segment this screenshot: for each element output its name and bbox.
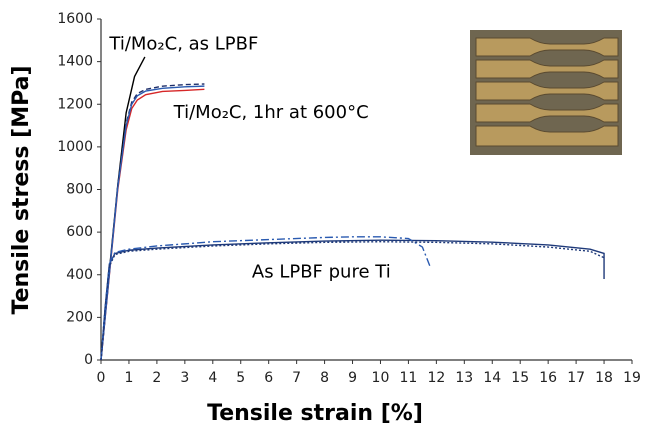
- y-tick-label: 400: [66, 267, 93, 283]
- x-tick-label: 0: [97, 370, 106, 386]
- y-tick-label: 600: [66, 224, 93, 240]
- annotation: Ti/Mo₂C, as LPBF: [108, 34, 258, 55]
- x-tick-label: 12: [427, 370, 445, 386]
- x-tick-label: 17: [567, 370, 585, 386]
- y-tick-label: 200: [66, 309, 93, 325]
- series-line: [100, 236, 432, 361]
- x-tick-label: 1: [124, 370, 133, 386]
- x-tick-label: 4: [208, 370, 217, 386]
- x-tick-label: 10: [372, 370, 390, 386]
- x-tick-label: 19: [623, 370, 641, 386]
- series-line: [100, 241, 605, 361]
- series-line: [100, 88, 205, 361]
- y-tick-label: 800: [66, 182, 93, 198]
- x-tick-label: 16: [539, 370, 557, 386]
- x-tick-label: 14: [483, 370, 501, 386]
- x-tick-label: 2: [152, 370, 161, 386]
- annotation: As LPBF pure Ti: [252, 262, 391, 283]
- x-axis-title: Tensile strain [%]: [207, 401, 423, 426]
- inset-photo: [470, 30, 622, 155]
- x-tick-label: 6: [264, 370, 273, 386]
- x-tick-label: 5: [236, 370, 245, 386]
- y-tick-label: 1200: [57, 96, 93, 112]
- x-tick-label: 13: [455, 370, 473, 386]
- series-line: [100, 56, 146, 361]
- x-tick-label: 9: [348, 370, 357, 386]
- x-tick-label: 7: [292, 370, 301, 386]
- y-tick-label: 1400: [57, 54, 93, 70]
- y-tick-label: 0: [84, 352, 93, 368]
- y-tick-label: 1000: [57, 139, 93, 155]
- series-line: [100, 83, 205, 361]
- annotation: Ti/Mo₂C, 1hr at 600°C: [173, 102, 369, 123]
- y-tick-label: 1600: [57, 11, 93, 27]
- series-line: [100, 85, 205, 361]
- x-tick-label: 11: [400, 370, 418, 386]
- x-tick-label: 18: [595, 370, 613, 386]
- x-tick-label: 3: [180, 370, 189, 386]
- y-axis-title: Tensile stress [MPa]: [9, 65, 34, 314]
- x-tick-label: 15: [511, 370, 529, 386]
- series-line: [100, 239, 605, 361]
- x-tick-label: 8: [320, 370, 329, 386]
